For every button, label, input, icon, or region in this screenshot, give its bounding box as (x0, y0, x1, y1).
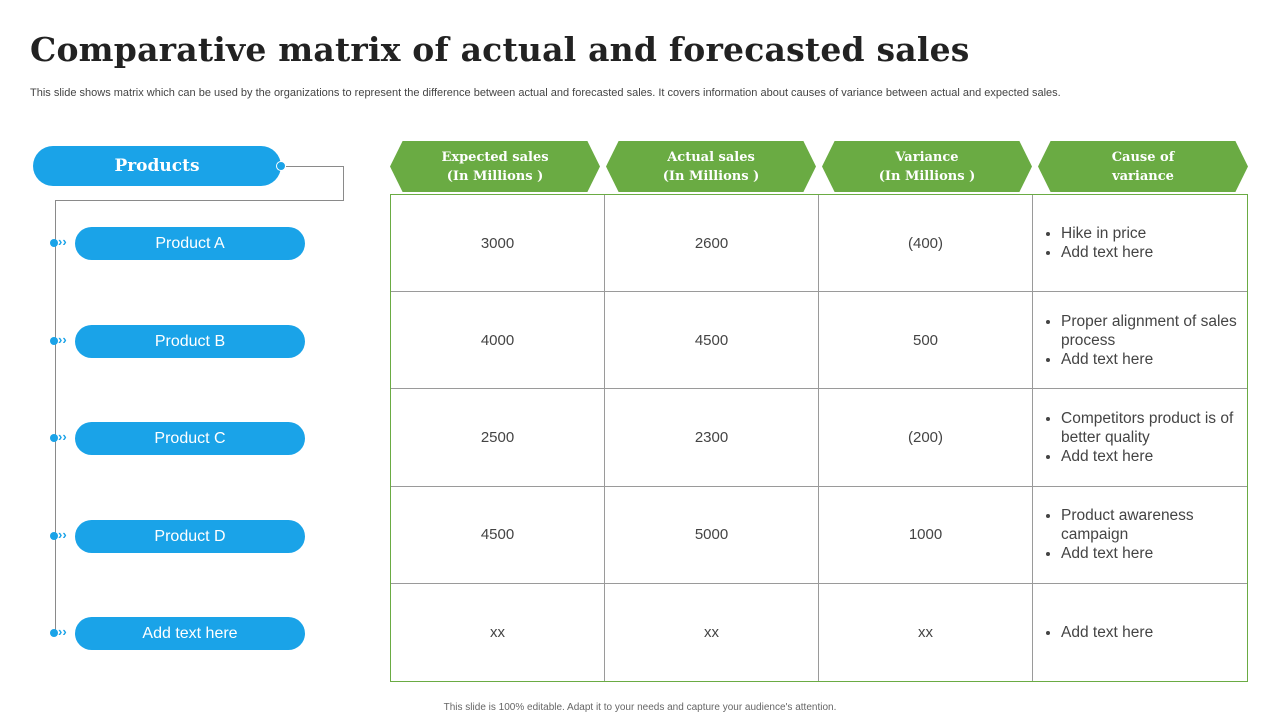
connector-line (286, 166, 344, 167)
cause-item: Add text here (1061, 623, 1153, 642)
header-line: (In Millions ) (446, 168, 544, 184)
header-line: (In Millions ) (878, 168, 976, 184)
header-cause-of-variance[interactable]: Cause of variance (1038, 141, 1248, 192)
header-expected-sales[interactable]: Expected sales (In Millions ) (390, 141, 600, 192)
cell-causes[interactable]: Add text here (1033, 584, 1247, 681)
product-pill-b[interactable]: Product B (75, 325, 305, 358)
cell-variance[interactable]: 1000 (819, 486, 1033, 584)
bullet-arrow-icon: ›› (50, 527, 70, 542)
header-line: Expected sales (441, 149, 549, 165)
slide-footer: This slide is 100% editable. Adapt it to… (443, 702, 837, 713)
cause-item: Product awareness campaign (1061, 506, 1239, 544)
cell-expected[interactable]: 3000 (391, 195, 605, 293)
cause-item: Add text here (1061, 447, 1239, 466)
header-line: Cause of (1111, 149, 1175, 165)
cell-causes[interactable]: Competitors product is of better quality… (1033, 389, 1247, 487)
header-line: Variance (895, 149, 959, 165)
bullet-arrow-icon: ›› (50, 429, 70, 444)
cause-item: Proper alignment of sales process (1061, 312, 1239, 350)
cell-causes[interactable]: Product awareness campaign Add text here (1033, 487, 1247, 584)
cell-variance[interactable]: xx (819, 583, 1033, 681)
connector-dot (276, 161, 286, 171)
cell-variance[interactable]: (200) (819, 389, 1033, 487)
header-variance[interactable]: Variance (In Millions ) (822, 141, 1032, 192)
header-line: variance (1112, 168, 1174, 184)
cell-expected[interactable]: 4500 (391, 486, 605, 584)
product-pill-c[interactable]: Product C (75, 422, 305, 455)
header-line: Actual sales (667, 149, 755, 165)
cell-expected[interactable]: 4000 (391, 292, 605, 390)
cell-causes[interactable]: Hike in price Add text here (1033, 195, 1247, 293)
product-pill-a[interactable]: Product A (75, 227, 305, 260)
cell-actual[interactable]: 2600 (605, 195, 819, 293)
header-line: (In Millions ) (662, 168, 760, 184)
cell-causes[interactable]: Proper alignment of sales process Add te… (1033, 292, 1247, 390)
header-actual-sales[interactable]: Actual sales (In Millions ) (606, 141, 816, 192)
cause-item: Add text here (1061, 350, 1239, 369)
bullet-arrow-icon: ›› (50, 234, 70, 249)
cell-expected[interactable]: 2500 (391, 389, 605, 487)
cause-item: Add text here (1061, 243, 1153, 262)
slide-subtitle: This slide shows matrix which can be use… (30, 87, 1061, 99)
bullet-arrow-icon: ›› (50, 332, 70, 347)
cause-list: Product awareness campaign Add text here (1043, 506, 1239, 563)
cause-item: Hike in price (1061, 224, 1153, 243)
cell-actual[interactable]: 2300 (605, 389, 819, 487)
cell-expected[interactable]: xx (391, 583, 605, 681)
cell-actual[interactable]: xx (605, 583, 819, 681)
cell-variance[interactable]: 500 (819, 292, 1033, 390)
cell-actual[interactable]: 4500 (605, 292, 819, 390)
product-pill-extra[interactable]: Add text here (75, 617, 305, 650)
cause-item: Competitors product is of better quality (1061, 409, 1239, 447)
cause-item: Add text here (1061, 544, 1239, 563)
cell-variance[interactable]: (400) (819, 195, 1033, 293)
connector-line (343, 166, 344, 201)
cause-list: Proper alignment of sales process Add te… (1043, 312, 1239, 369)
sales-matrix-table: 3000 2600 (400) Hike in price Add text h… (390, 194, 1248, 682)
products-header[interactable]: Products (33, 146, 281, 186)
slide-title: Comparative matrix of actual and forecas… (30, 30, 970, 69)
bullet-arrow-icon: ›› (50, 624, 70, 639)
product-pill-d[interactable]: Product D (75, 520, 305, 553)
cause-list: Add text here (1043, 623, 1153, 642)
cause-list: Hike in price Add text here (1043, 224, 1153, 262)
connector-line (55, 200, 344, 201)
cell-actual[interactable]: 5000 (605, 486, 819, 584)
cause-list: Competitors product is of better quality… (1043, 409, 1239, 466)
connector-line (55, 200, 56, 633)
